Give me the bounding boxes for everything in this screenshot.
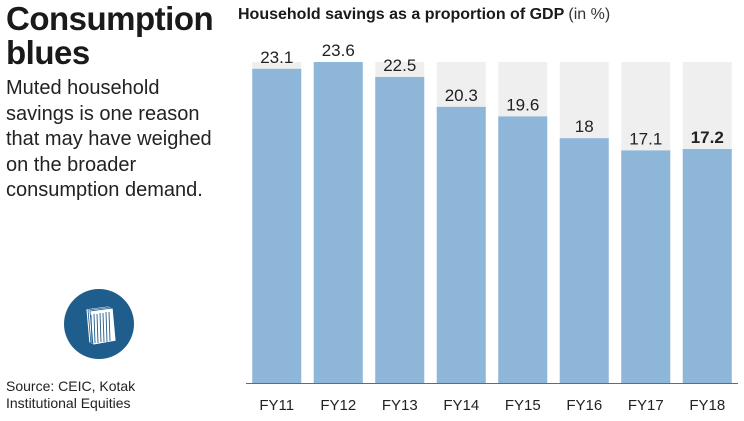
stack-of-papers-icon xyxy=(64,289,134,359)
headline: Consumption blues xyxy=(6,0,214,71)
category-label-FY17: FY17 xyxy=(628,397,664,414)
value-label-FY11: 23.1 xyxy=(260,48,293,67)
value-label-FY12: 23.6 xyxy=(322,41,355,60)
description: Muted household savings is one reason th… xyxy=(6,77,212,201)
source-line-2: Institutional Equities xyxy=(6,395,131,411)
bar-FY16 xyxy=(559,138,609,383)
bar-FY15 xyxy=(498,116,548,384)
source-line-1: Source: CEIC, Kotak xyxy=(6,378,136,394)
category-label-FY12: FY12 xyxy=(320,397,356,414)
source-note: Source: CEIC, Kotak Institutional Equiti… xyxy=(6,378,135,412)
bar-FY14 xyxy=(436,106,486,383)
value-label-FY17: 17.1 xyxy=(629,129,662,148)
left-panel: Consumption blues Muted household saving… xyxy=(6,0,228,421)
chart-title: Household savings as a proportion of GDP… xyxy=(238,6,610,24)
headline-line-2: blues xyxy=(6,34,90,71)
value-label-FY14: 20.3 xyxy=(445,86,478,105)
value-label-FY15: 19.6 xyxy=(506,95,539,114)
category-label-FY16: FY16 xyxy=(566,397,602,414)
category-label-FY13: FY13 xyxy=(382,397,418,414)
category-label-FY18: FY18 xyxy=(689,397,725,414)
chart-title-text: Household savings as a proportion of GDP xyxy=(238,6,564,23)
value-label-FY13: 22.5 xyxy=(383,56,416,75)
chart-unit-label: (in %) xyxy=(568,6,611,23)
category-label-FY14: FY14 xyxy=(443,397,479,414)
category-label-FY15: FY15 xyxy=(505,397,541,414)
bar-FY12 xyxy=(313,62,363,383)
bar-FY13 xyxy=(375,76,425,384)
bar-FY11 xyxy=(252,68,302,384)
value-label-FY16: 18 xyxy=(575,117,594,136)
category-label-FY11: FY11 xyxy=(259,397,294,414)
value-label-FY18: 17.2 xyxy=(691,128,724,147)
bar-FY18 xyxy=(682,149,732,383)
bar-FY17 xyxy=(621,150,671,383)
headline-line-1: Consumption xyxy=(6,0,214,37)
